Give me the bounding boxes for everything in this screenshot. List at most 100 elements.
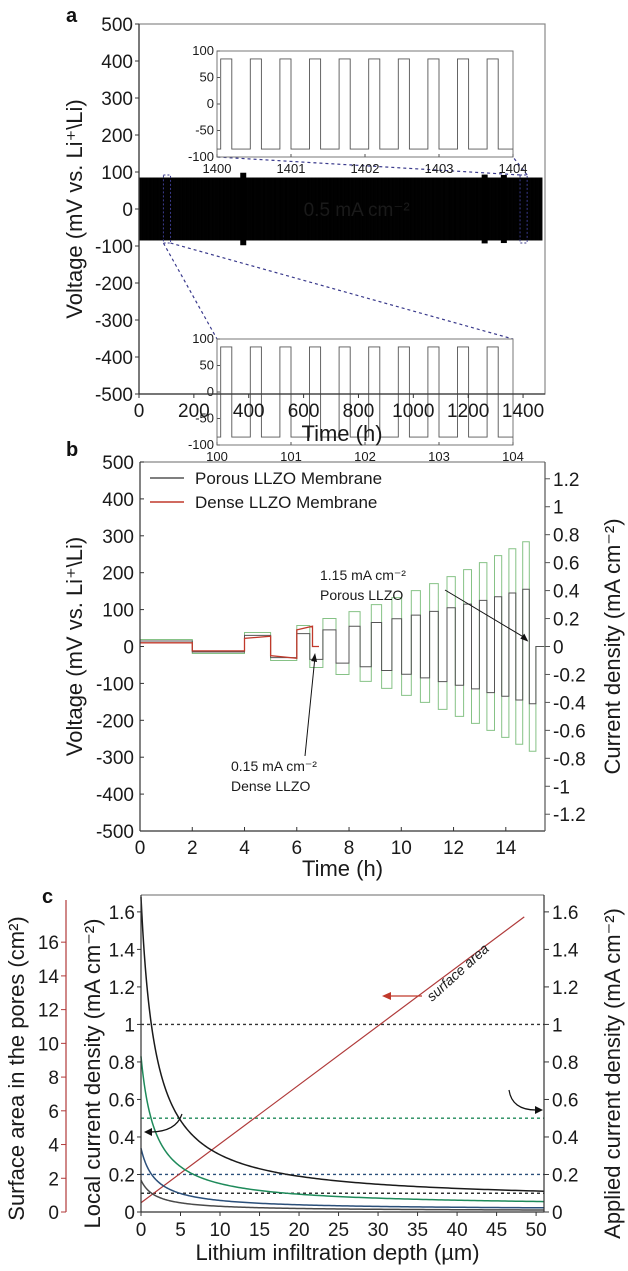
- y-tick-label: 0.8: [109, 1053, 135, 1074]
- panel-letter-b: b: [66, 439, 78, 461]
- zoom-connector: [170, 242, 514, 340]
- y-tick-label: -300: [96, 748, 134, 769]
- y2-tick-label: 0.8: [553, 526, 579, 547]
- y-tick-label: 0.2: [109, 1165, 135, 1186]
- inset-xtick-label: 100: [206, 449, 228, 464]
- zoom-connector: [162, 242, 218, 340]
- x-tick-label: 1200: [447, 401, 489, 422]
- x-tick-label: 400: [233, 401, 265, 422]
- inset-trace: [217, 58, 513, 150]
- y3-tick-label: 8: [48, 1068, 59, 1089]
- y-tick-label: 200: [102, 564, 134, 585]
- y3-tick-label: 14: [38, 967, 60, 988]
- arrow-head-icon: [382, 992, 391, 1000]
- x-tick-label: 14: [495, 838, 517, 859]
- y-tick-label: -200: [95, 274, 133, 295]
- inset-xtick-label: 1404: [499, 161, 528, 176]
- y-tick-label: 100: [101, 163, 133, 184]
- x-tick-label: 600: [288, 401, 320, 422]
- surface-area-label: surface area: [423, 940, 492, 1004]
- y-tick-label: 500: [101, 15, 133, 36]
- y2-tick-label: 0.4: [552, 1128, 579, 1149]
- x-tick-label: 40: [447, 1220, 468, 1241]
- dense-voltage-trace: [140, 625, 319, 660]
- y-tick-label: -200: [96, 711, 134, 732]
- y3-tick-label: 0: [48, 1203, 59, 1224]
- y-axis-title: Voltage (mV vs. Li⁺\Li): [62, 537, 87, 756]
- x-tick-label: 200: [178, 401, 210, 422]
- inset-trace: [217, 346, 513, 438]
- inset-xtick-label: 1401: [277, 161, 306, 176]
- current-density-annotation: 0.5 mA cm⁻²: [304, 200, 410, 221]
- y3-tick-label: 4: [48, 1136, 59, 1157]
- inset-xtick-label: 1400: [203, 161, 232, 176]
- legend-label: Porous LLZO Membrane: [195, 469, 382, 488]
- y-tick-label: 100: [102, 601, 134, 622]
- legend-label: Dense LLZO Membrane: [195, 493, 377, 512]
- panel-letter-a: a: [66, 5, 78, 27]
- y2-tick-label: -0.8: [553, 749, 586, 770]
- y2-tick-label: 1: [552, 1015, 563, 1036]
- inset-late: -100 -50 0 50 100 1400 1401 1402 1403 1404: [188, 43, 527, 176]
- panel-letter-c: c: [42, 886, 53, 908]
- inset-ytick-label: -100: [188, 149, 214, 164]
- x-tick-label: 35: [407, 1220, 428, 1241]
- x-axis-title: Time (h): [301, 421, 382, 446]
- y-tick-label: -100: [95, 237, 133, 258]
- x-tick-label: 12: [443, 838, 464, 859]
- y2-tick-label: 1.2: [553, 470, 579, 491]
- y-tick-label: 400: [102, 490, 134, 511]
- voltage-spike: [240, 172, 247, 246]
- y-axis-title: Local current density (mA cm⁻²): [80, 919, 105, 1229]
- x-tick-label: 4: [239, 838, 250, 859]
- y2-tick-label: 0.2: [553, 610, 579, 631]
- y2-tick-label: 0.4: [553, 582, 580, 603]
- y-tick-label: -300: [95, 311, 133, 332]
- y-tick-label: 400: [101, 52, 133, 73]
- arrow-head-icon: [535, 1106, 543, 1114]
- inset-xtick-label: 104: [502, 449, 524, 464]
- y-tick-label: -500: [96, 822, 134, 843]
- y-tick-label: 200: [101, 126, 133, 147]
- inset-ytick-label: 0: [207, 384, 214, 399]
- y-tick-label: -400: [96, 785, 134, 806]
- x-tick-label: 800: [343, 401, 375, 422]
- zoom-box: [519, 174, 528, 244]
- x-tick-label: 45: [486, 1220, 507, 1241]
- y3-tick-label: 10: [38, 1034, 59, 1055]
- inset-xtick-label: 1402: [351, 161, 380, 176]
- y-tick-label: 1.4: [109, 940, 136, 961]
- y2-tick-label: -1.2: [553, 805, 586, 826]
- inset-ytick-label: 0: [207, 96, 214, 111]
- surface-area-line: [140, 916, 525, 1204]
- x-tick-label: 10: [209, 1220, 230, 1241]
- x-tick-label: 0: [135, 838, 146, 859]
- x-tick-label: 2: [187, 838, 198, 859]
- curved-arrow-right: [508, 1089, 537, 1111]
- y3-tick-label: 12: [38, 1001, 59, 1022]
- porous-voltage-trace: [140, 588, 544, 705]
- y-tick-label: 500: [102, 453, 134, 474]
- voltage-spike: [481, 174, 488, 244]
- annotation-arrow: [304, 655, 316, 757]
- y2-axis-title: Current density (mA cm⁻²): [600, 518, 625, 774]
- inset-ytick-label: -100: [188, 437, 214, 452]
- y2-tick-label: -0.4: [553, 693, 586, 714]
- y2-tick-label: -0.2: [553, 665, 586, 686]
- voltage-spike: [500, 174, 507, 244]
- inset-frame: [216, 50, 514, 158]
- y-tick-label: 0.4: [109, 1128, 136, 1149]
- x-axis-title: Lithium infiltration depth (µm): [195, 1240, 479, 1265]
- inset-ytick-label: -50: [195, 411, 214, 426]
- y2-tick-label: 0.2: [552, 1165, 578, 1186]
- y2-tick-label: -0.6: [553, 721, 586, 742]
- y3-tick-label: 2: [48, 1169, 59, 1190]
- inset-ytick-label: 50: [200, 70, 214, 85]
- arrow-head-icon: [311, 653, 318, 663]
- y-axis-title: Voltage (mV vs. Li⁺\Li): [62, 99, 87, 318]
- x-tick-label: 15: [249, 1220, 270, 1241]
- zoom-connector: [512, 156, 528, 176]
